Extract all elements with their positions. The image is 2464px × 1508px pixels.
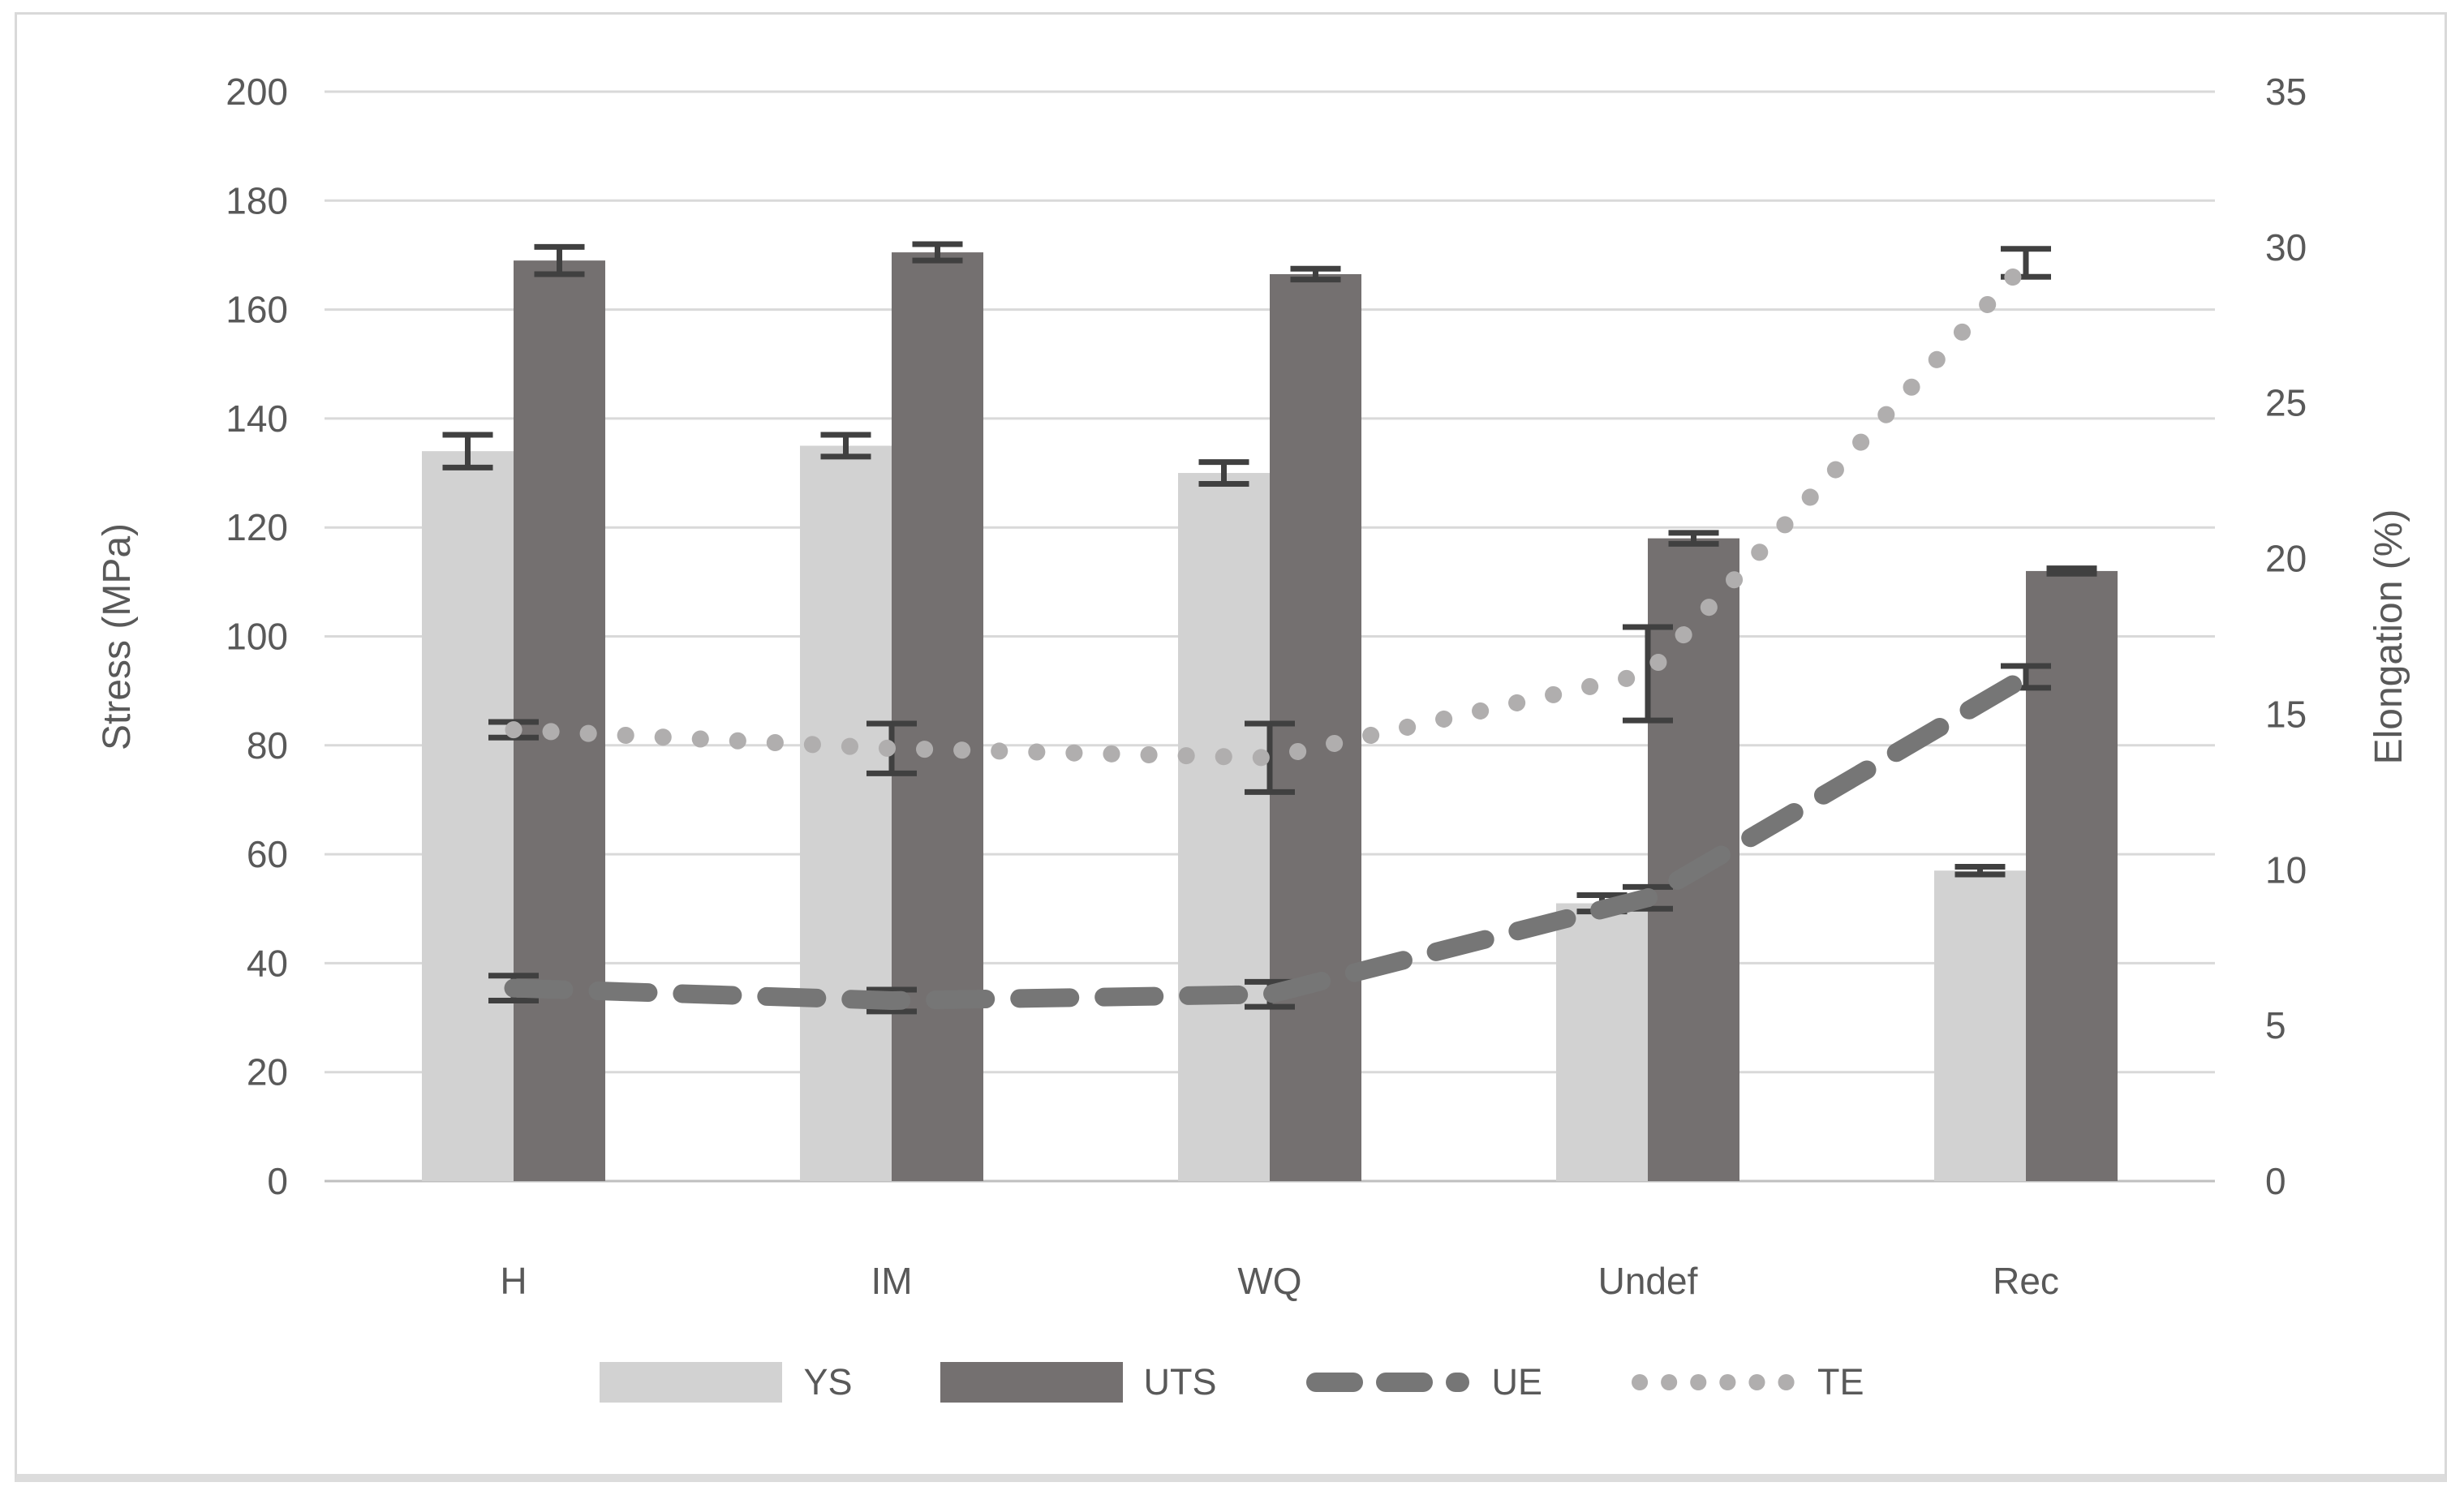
- legend-label-ue: UE: [1491, 1361, 1543, 1403]
- legend-label-te: TE: [1817, 1361, 1864, 1403]
- y-axis-tick-label: 80: [247, 724, 288, 767]
- x-axis-label-rec: Rec: [1993, 1260, 2059, 1302]
- legend-label-ys: YS: [803, 1361, 853, 1403]
- y2-axis-tick-label: 20: [2265, 538, 2307, 580]
- y-axis-tick-label: 0: [267, 1160, 288, 1202]
- ue-dashed-line: [504, 667, 2036, 1010]
- y-axis-tick-label: 60: [247, 833, 288, 875]
- bar-series: [422, 252, 2118, 1181]
- legend-item-ue: UE: [1305, 1361, 1543, 1403]
- y2-axis-tick-label: 30: [2265, 226, 2307, 269]
- ue-dashed-line-swatch: [1305, 1373, 1469, 1392]
- y2-axis-tick-label: 25: [2265, 382, 2307, 424]
- bar-ys-IM: [800, 445, 892, 1181]
- y-axis-tick-label: 180: [226, 179, 288, 221]
- bar-ys-Rec: [1934, 870, 2026, 1181]
- bar-error-bars: [442, 241, 2097, 915]
- y-axis-tick-label: 120: [226, 506, 288, 548]
- y2-axis-tick-label: 10: [2265, 849, 2307, 891]
- x-axis-label-h: H: [500, 1260, 527, 1302]
- bar-ys-Undef: [1556, 903, 1648, 1181]
- bar-uts-Rec: [2026, 570, 2118, 1181]
- y-axis-tick-label: 140: [226, 397, 288, 440]
- left-axis-title: Stress (MPa): [96, 523, 139, 750]
- te-dotted-line-swatch: [1632, 1374, 1797, 1390]
- x-axis-label-undef: Undef: [1598, 1260, 1698, 1302]
- line-series: [504, 254, 2036, 1010]
- legend-item-ys: YS: [600, 1361, 853, 1403]
- bar-uts-IM: [892, 252, 983, 1181]
- axis-tick-labels: 2001801601401201008060402003530252015105…: [226, 71, 2307, 1202]
- y-axis-tick-label: 40: [247, 942, 288, 984]
- bar-ys-WQ: [1178, 473, 1270, 1181]
- y2-axis-tick-label: 35: [2265, 71, 2307, 113]
- y2-axis-tick-label: 0: [2265, 1160, 2286, 1202]
- bar-uts-WQ: [1270, 273, 1361, 1181]
- ys-bar-swatch: [600, 1362, 783, 1403]
- x-axis-label-im: IM: [871, 1260, 912, 1302]
- legend-item-te: TE: [1630, 1361, 1864, 1403]
- legend-item-uts: UTS: [940, 1361, 1217, 1403]
- line-error-bars: [488, 246, 2051, 1015]
- right-axis-title: Elongation (%): [2367, 509, 2410, 765]
- x-axis-label-wq: WQ: [1237, 1260, 1301, 1302]
- y2-axis-tick-label: 15: [2265, 693, 2307, 735]
- y-axis-tick-label: 20: [247, 1051, 288, 1093]
- uts-bar-swatch: [940, 1362, 1123, 1403]
- category-labels: H IM WQ Undef Rec: [500, 1260, 2059, 1302]
- y-axis-tick-label: 200: [226, 71, 288, 113]
- legend-label-uts: UTS: [1143, 1361, 1217, 1403]
- y2-axis-tick-label: 5: [2265, 1004, 2286, 1046]
- legend: YS UTS UE TE: [0, 1361, 2464, 1403]
- y-axis-tick-label: 160: [226, 289, 288, 331]
- bar-ys-H: [422, 451, 514, 1181]
- y-axis-tick-label: 100: [226, 616, 288, 658]
